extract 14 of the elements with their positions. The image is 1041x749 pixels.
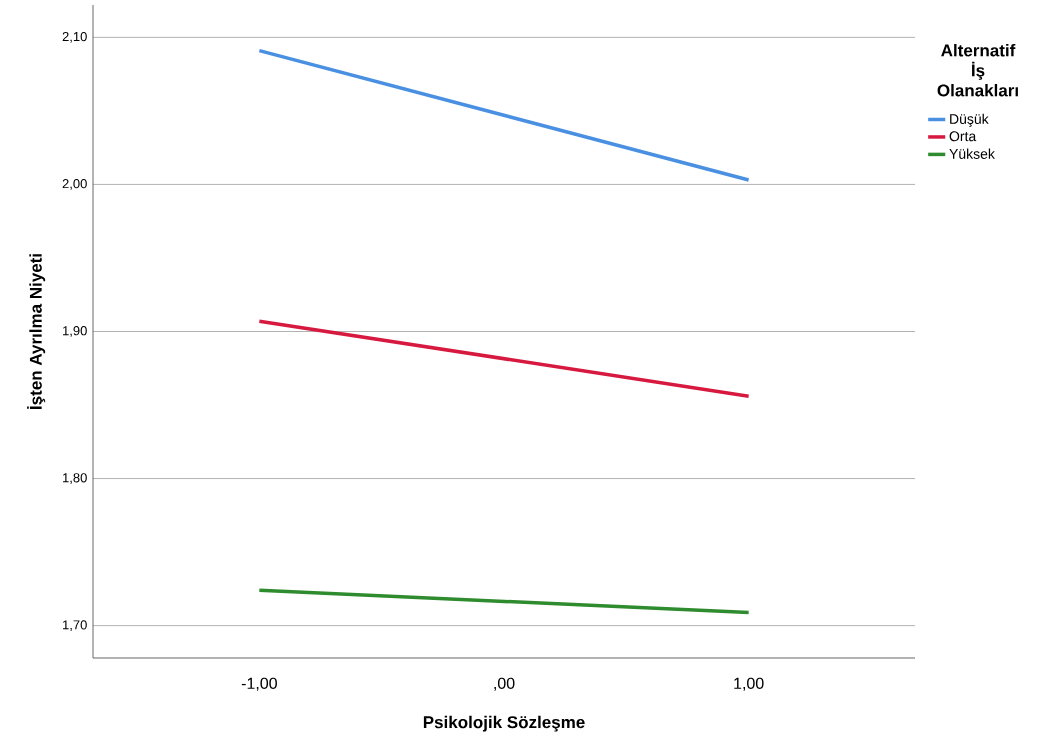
legend-title: Alternatif İş Olanakları	[937, 43, 1018, 97]
y-tick-label: 1,80	[63, 473, 87, 484]
legend-label: Orta	[949, 131, 977, 142]
y-tick-label: 2,10	[62, 31, 87, 43]
legend-label: Düşük	[950, 113, 989, 127]
x-tick-label: 1,00	[734, 677, 764, 691]
y-tick-label: 1,70	[63, 620, 87, 631]
y-tick-label: 2,00	[62, 179, 87, 190]
x-axis-title: Psikolojik Sözleşme	[423, 715, 585, 732]
y-tick-label: 1,90	[63, 326, 87, 337]
y-axis-title: İşten Ayrılma Niyeti	[27, 254, 46, 409]
legend-label: Yüksek	[949, 148, 995, 159]
x-tick-label: ,00	[494, 677, 515, 691]
x-tick-label: -1,00	[241, 677, 277, 691]
